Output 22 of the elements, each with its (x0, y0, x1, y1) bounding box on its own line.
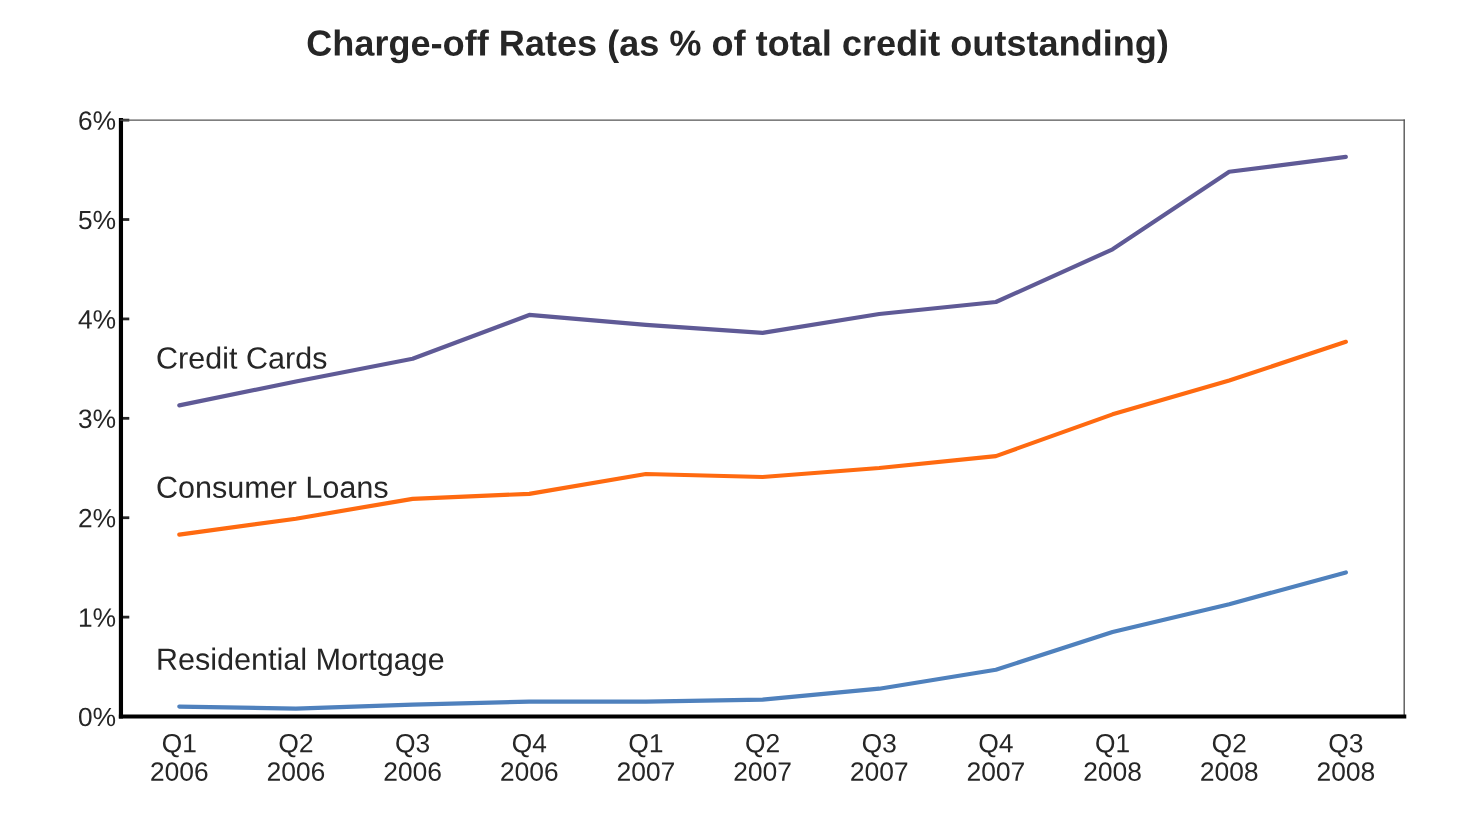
x-tick-label: Q3 2008 (1317, 733, 1375, 781)
chart-title: Charge-off Rates (as % of total credit outstanding) (307, 29, 1168, 64)
y-tick-label: 6% (79, 111, 116, 130)
series-label: Credit Cards (157, 346, 327, 369)
x-tick-label: Q2 2008 (1201, 733, 1258, 781)
x-tick-label: Q3 2007 (851, 733, 908, 781)
x-tick-label: Q2 2006 (267, 733, 325, 781)
series-label: Consumer Loans (157, 476, 388, 499)
x-tick-label: Q1 2008 (1084, 733, 1141, 781)
x-tick-label: Q1 2007 (617, 733, 674, 781)
x-tick-label: Q4 2006 (501, 733, 558, 781)
x-tick-label: Q4 2007 (967, 733, 1024, 781)
y-tick-label: 0% (78, 707, 116, 727)
x-tick-label: Q2 2007 (734, 733, 791, 781)
y-tick-label: 2% (79, 508, 116, 528)
y-tick-label: 3% (78, 409, 116, 429)
x-tick-label: Q1 2006 (151, 733, 208, 781)
series-label: Residential Mortgage (158, 647, 444, 677)
x-tick-label: Q3 2006 (384, 733, 441, 781)
y-tick-label: 5% (79, 210, 116, 230)
y-tick-label: 4% (78, 310, 116, 329)
y-tick-label: 1% (79, 608, 116, 627)
